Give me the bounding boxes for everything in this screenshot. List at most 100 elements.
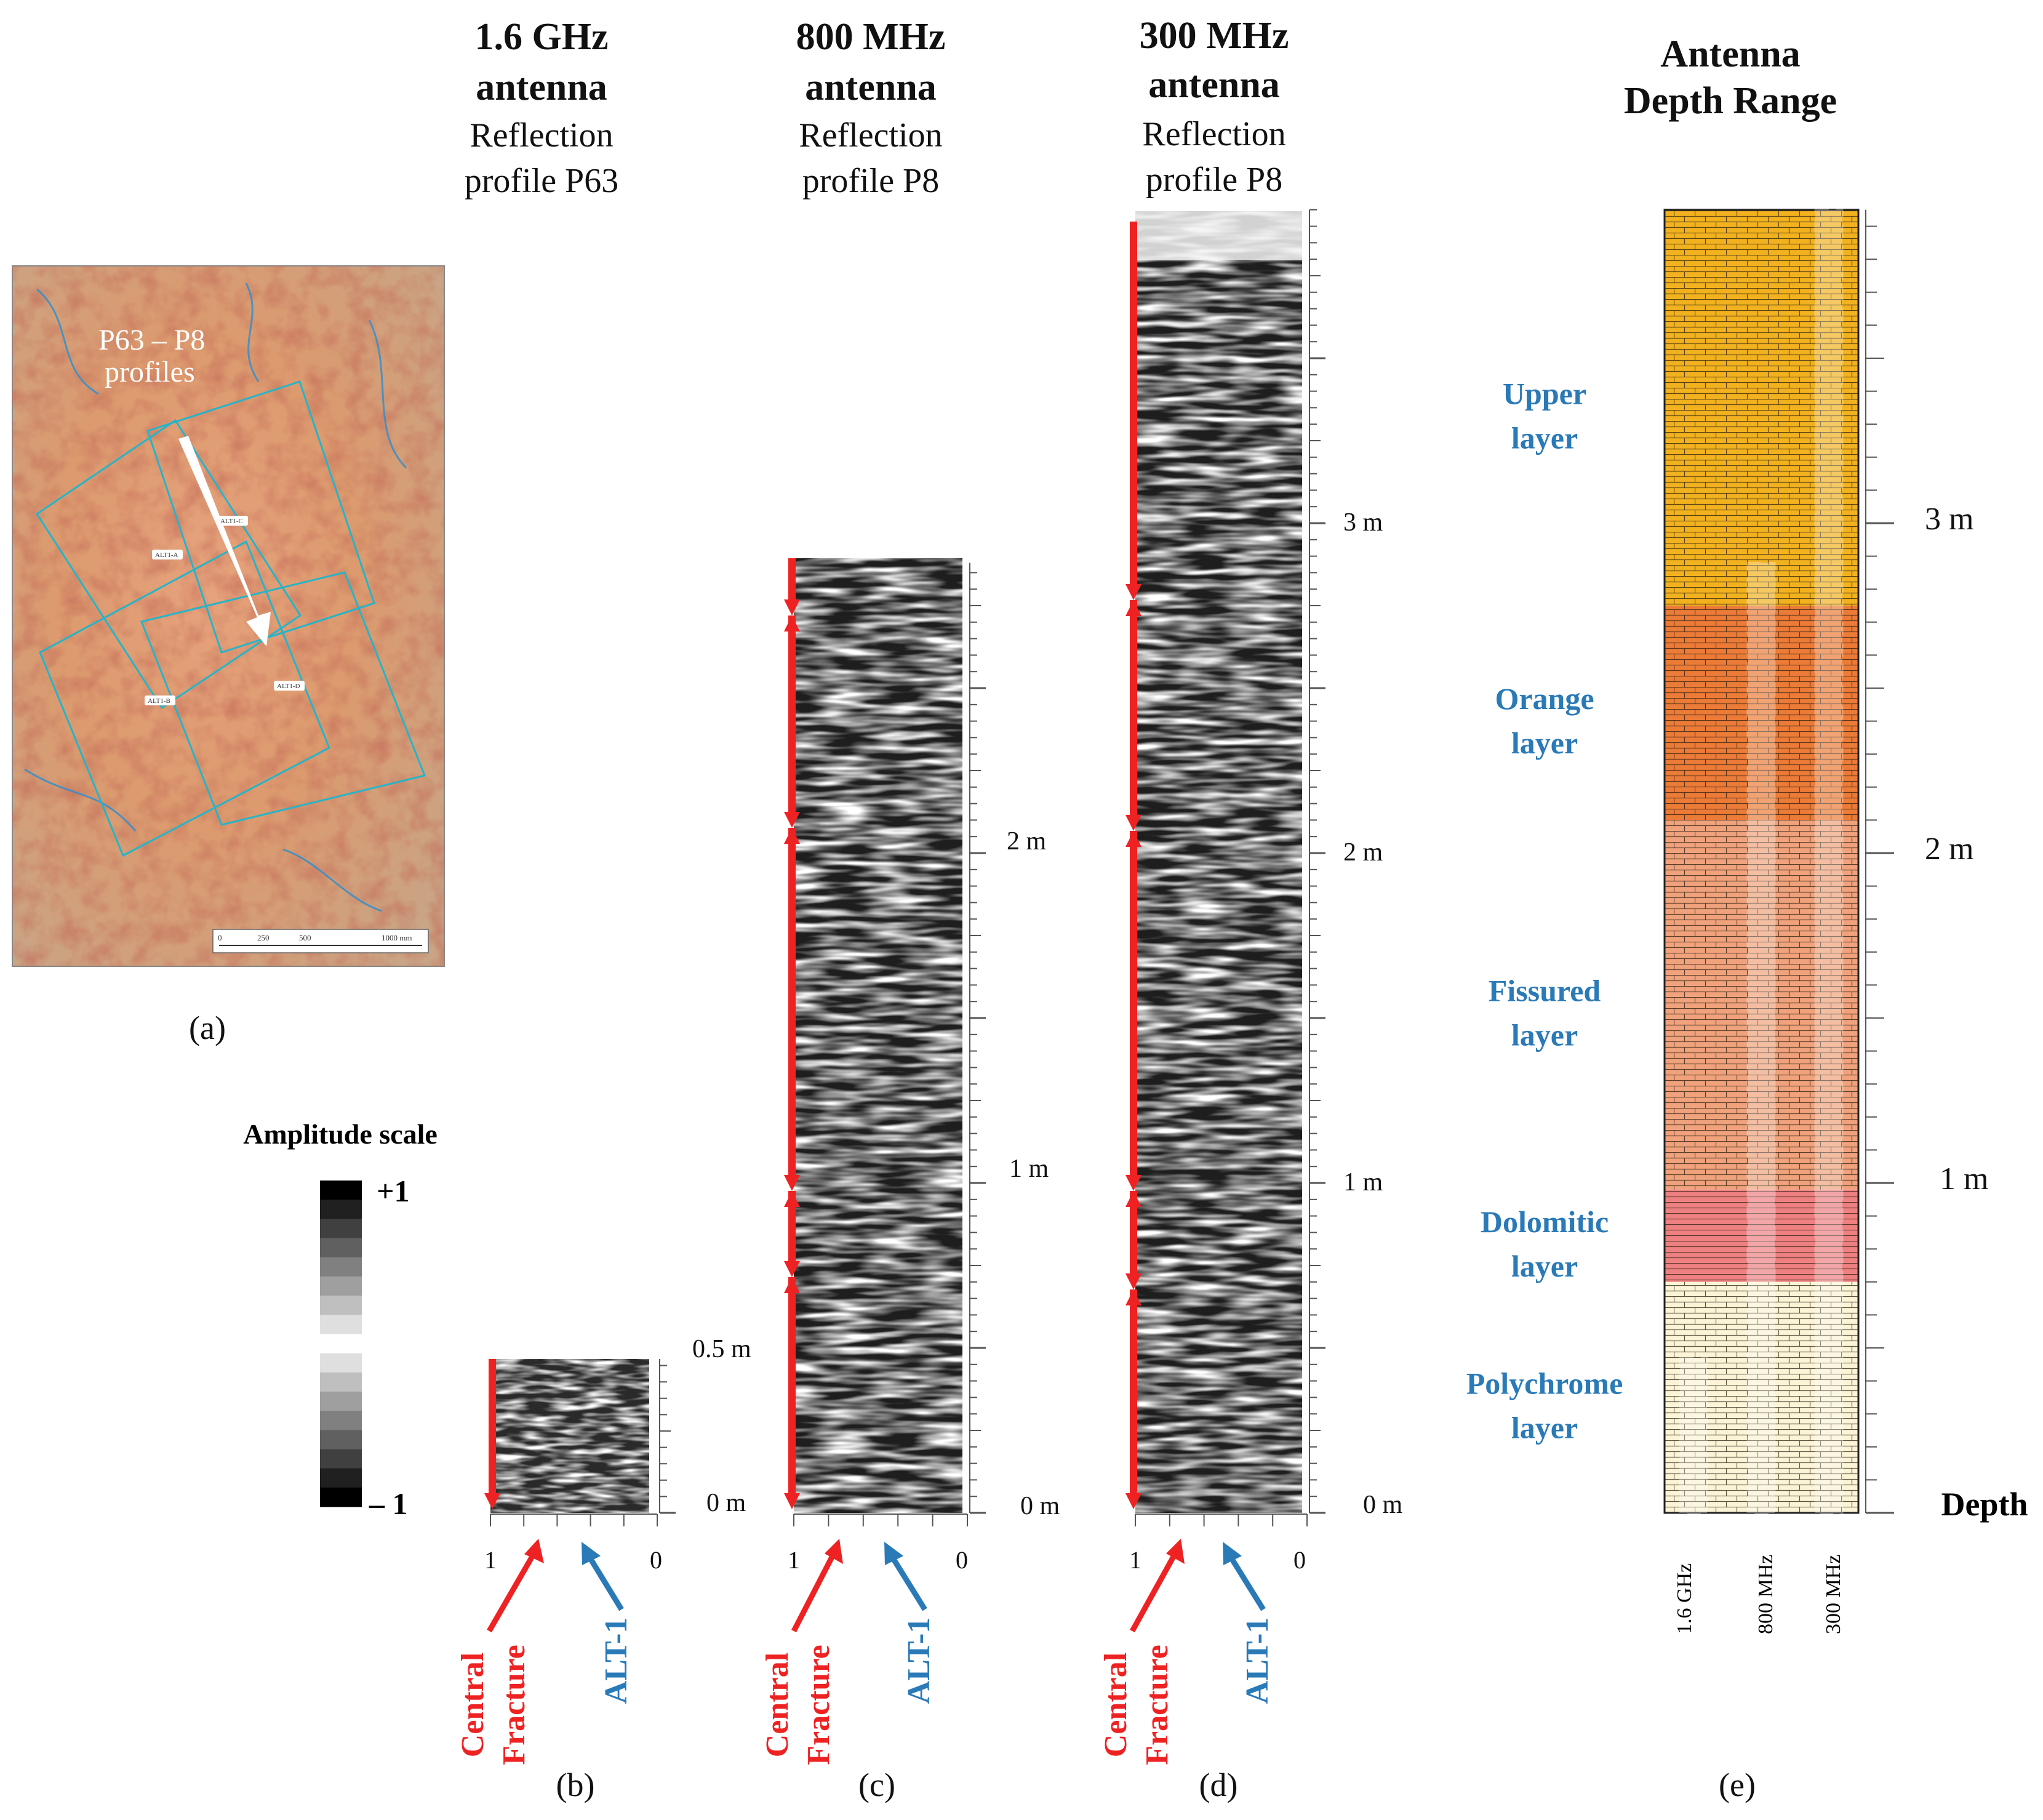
- x-label: 0: [1293, 1546, 1306, 1574]
- alt-label: ALT-1: [902, 1618, 937, 1704]
- layer-pattern: [1665, 820, 1858, 1190]
- antenna-reach-strip: [1679, 1357, 1708, 1514]
- depth-label: 0 m: [1363, 1491, 1403, 1519]
- panel-label-c: (c): [858, 1766, 895, 1803]
- layer-name: layer: [1511, 726, 1578, 760]
- depth-range-title-line2: Depth Range: [1624, 80, 1837, 122]
- fracture-label-line2: Fracture: [497, 1645, 532, 1765]
- depth-label: 0.5 m: [692, 1335, 751, 1363]
- fracture-label-line1: Central: [760, 1653, 795, 1757]
- fracture-label-line2: Fracture: [801, 1645, 836, 1765]
- layer-name: layer: [1511, 420, 1578, 455]
- alt-label: ALT-1: [599, 1618, 634, 1704]
- fracture-marker-head: [1125, 815, 1141, 831]
- fracture-label-line2: Fracture: [1140, 1645, 1175, 1765]
- layer-pattern: [1665, 209, 1858, 606]
- arrow-labels-d: Central Fracture ALT-1: [1098, 1539, 1275, 1765]
- svg-text:profile P63: profile P63: [465, 162, 618, 200]
- x-label: 0: [650, 1546, 662, 1574]
- layer-pattern: [1665, 1189, 1858, 1282]
- colorbar-step: [320, 1200, 362, 1219]
- x-label: 1: [1129, 1546, 1141, 1574]
- layer-name: layer: [1511, 1018, 1578, 1052]
- svg-text:profile P8: profile P8: [802, 162, 939, 200]
- profile-label-line1: P63 – P8: [98, 324, 205, 356]
- layer-name: Polychrome: [1466, 1366, 1623, 1400]
- axis-c: [793, 563, 986, 1526]
- svg-text:profile P8: profile P8: [1146, 161, 1282, 199]
- scale-label: 250: [257, 933, 270, 942]
- map-scale-bar: 0 250 500 1000 mm: [212, 929, 429, 953]
- zone-label: ALT1-D: [277, 683, 300, 690]
- amplitude-min-label: – 1: [369, 1486, 408, 1521]
- layer-name: Upper: [1503, 376, 1586, 411]
- fracture-marker-head: [1125, 1289, 1141, 1305]
- layer-name: Fissured: [1489, 974, 1601, 1008]
- fracture-marker-head: [784, 615, 800, 631]
- amplitude-max-label: +1: [377, 1174, 410, 1208]
- layer-pattern: [1665, 606, 1858, 820]
- profile-d-title: 300 MHz antenna Reflection profile P8: [1140, 15, 1289, 199]
- fracture-marker-head: [784, 599, 800, 615]
- zone-label: ALT1-C: [220, 518, 243, 525]
- svg-text:1.6 GHz: 1.6 GHz: [475, 16, 609, 58]
- depth-label: 3 m: [1343, 508, 1383, 537]
- arrow-labels-c: Central Fracture ALT-1: [760, 1539, 937, 1765]
- colorbar-step: [320, 1315, 362, 1334]
- profile-arrow: [178, 436, 271, 646]
- x-label: 1: [484, 1546, 497, 1574]
- fracture-marker-head: [484, 1493, 500, 1509]
- profile-c-title: 800 MHz antenna Reflection profile P8: [796, 16, 946, 200]
- profile-label-line2: profiles: [105, 356, 195, 388]
- column-frame: [1663, 209, 1860, 1514]
- svg-text:300 MHz: 300 MHz: [1140, 15, 1289, 57]
- svg-text:Reflection: Reflection: [799, 116, 942, 154]
- zone-label: ALT1-A: [155, 551, 178, 559]
- colorbar-step: [320, 1219, 362, 1239]
- layer-name: Dolomitic: [1481, 1205, 1609, 1239]
- panel-label-d: (d): [1199, 1766, 1238, 1803]
- layer-labels: Upper layer Orange layer Fissured layer Dolomi…: [1466, 376, 1623, 1445]
- survey-grids: [35, 380, 426, 857]
- fracture-label-line1: Central: [1098, 1653, 1133, 1757]
- fracture-marker-head: [784, 1261, 800, 1277]
- fracture-marker-head: [1125, 1175, 1141, 1191]
- svg-text:antenna: antenna: [1148, 64, 1280, 106]
- x-label: 1: [788, 1546, 800, 1574]
- column-depth-label: 2 m: [1925, 832, 1973, 867]
- layer-name: Orange: [1495, 681, 1594, 716]
- fracture-marker-head: [1125, 1191, 1141, 1207]
- scale-label: 0: [218, 933, 222, 942]
- layer-name: layer: [1511, 1249, 1578, 1283]
- fracture-marker-head: [1125, 584, 1141, 600]
- colorbar-step: [320, 1276, 362, 1296]
- colorbar-step: [320, 1257, 362, 1277]
- map-cracks: [24, 283, 407, 912]
- fracture-marker-head: [1125, 600, 1141, 616]
- x-label: 0: [956, 1546, 968, 1574]
- fracture-marker-head: [1125, 831, 1141, 847]
- column-depth-label: 3 m: [1925, 502, 1973, 537]
- amplitude-scale-title: Amplitude scale: [243, 1118, 438, 1150]
- depth-label: 0 m: [706, 1489, 746, 1517]
- site-map: P63 – P8 profiles ALT1-C ALT1-A ALT1-B A…: [12, 265, 445, 967]
- scale-label: 500: [299, 933, 311, 942]
- zone-label: ALT1-B: [148, 697, 170, 705]
- colorbar-step: [320, 1181, 362, 1200]
- antenna-reach-strip: [1746, 561, 1776, 1514]
- svg-text:antenna: antenna: [476, 66, 607, 108]
- arrow-labels-b: Central Fracture ALT-1: [455, 1539, 634, 1765]
- depth-axis-label: Depth: [1941, 1486, 2028, 1523]
- amplitude-colorbar: [320, 1181, 362, 1507]
- colorbar-step: [320, 1468, 362, 1488]
- panel-label-a: (a): [189, 1009, 226, 1046]
- depth-label: 1 m: [1343, 1168, 1383, 1197]
- fracture-marker-head: [784, 1191, 800, 1207]
- scale-label: 1000 mm: [382, 933, 412, 942]
- antenna-label: 800 MHz: [1754, 1555, 1777, 1634]
- svg-text:Reflection: Reflection: [1142, 115, 1285, 153]
- alt-label: ALT-1: [1240, 1618, 1275, 1704]
- fracture-depth-markers: [484, 222, 1141, 1509]
- colorbar-step: [320, 1238, 362, 1258]
